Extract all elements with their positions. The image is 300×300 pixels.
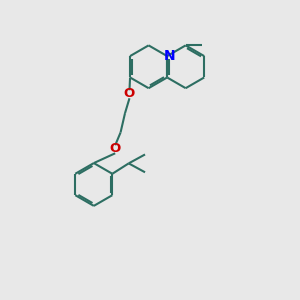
Text: O: O: [110, 142, 121, 155]
Text: O: O: [124, 87, 135, 100]
Text: N: N: [164, 49, 175, 63]
